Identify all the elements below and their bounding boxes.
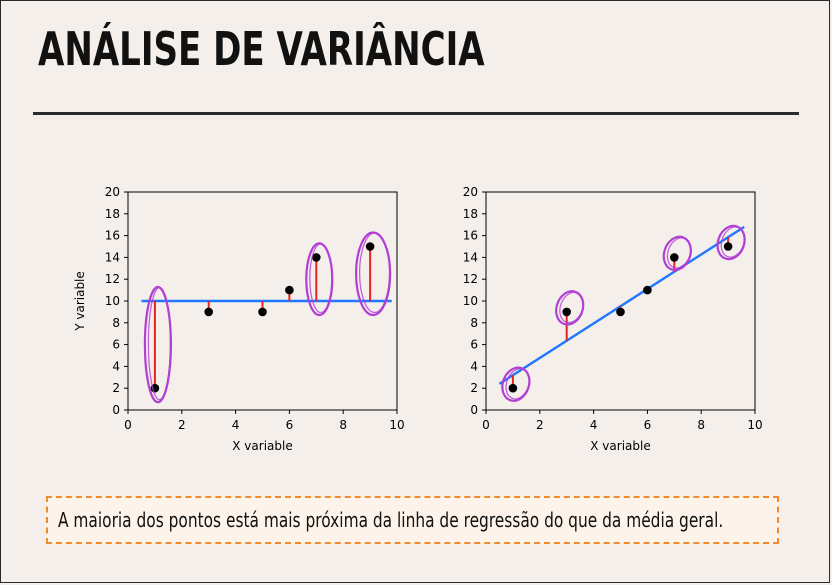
highlight-circle-stroke — [666, 237, 692, 269]
data-point — [616, 307, 625, 317]
slide-title: ANÁLISE DE VARIÂNCIA — [38, 22, 485, 76]
y-tick-label: 20 — [105, 185, 120, 199]
y-tick-label: 0 — [112, 403, 120, 417]
note-text: A maioria dos pontos está mais próxima d… — [58, 508, 724, 532]
highlight-circle-stroke — [358, 232, 391, 314]
title-divider — [33, 112, 799, 115]
y-tick-label: 20 — [463, 185, 478, 199]
x-tick-label: 0 — [482, 418, 490, 432]
y-tick-label: 18 — [463, 207, 478, 221]
y-tick-label: 6 — [112, 338, 120, 352]
x-tick-label: 10 — [389, 418, 404, 432]
x-tick-label: 4 — [232, 418, 240, 432]
y-tick-label: 2 — [112, 381, 120, 395]
x-tick-label: 8 — [339, 418, 347, 432]
y-tick-label: 10 — [105, 294, 120, 308]
regression-line — [498, 225, 745, 385]
y-tick-label: 12 — [105, 272, 120, 286]
data-point — [643, 285, 652, 295]
highlight-circle-stroke — [559, 291, 584, 324]
x-tick-label: 6 — [644, 418, 652, 432]
y-tick-label: 6 — [470, 338, 478, 352]
x-tick-label: 4 — [590, 418, 598, 432]
data-point — [508, 383, 518, 393]
y-tick-label: 14 — [463, 250, 478, 264]
y-axis-label: Y variable — [73, 271, 87, 332]
y-tick-label: 18 — [105, 207, 120, 221]
data-point — [204, 307, 213, 317]
data-point — [723, 242, 733, 251]
y-tick-label: 10 — [463, 294, 478, 308]
y-tick-label: 4 — [470, 359, 478, 373]
chart-regression: 0 2 4 6 8 10 12 14 16 18 20 0 2 4 6 8 10 X variable — [463, 185, 763, 453]
y-tick-label: 16 — [463, 229, 478, 243]
y-tick-label: 8 — [470, 316, 478, 330]
chart-mean: 0 2 4 6 8 10 12 14 16 18 20 0 2 4 6 8 10 X variable Y vari… — [73, 185, 405, 453]
x-tick-label: 2 — [178, 418, 186, 432]
data-point — [258, 307, 267, 317]
highlight-circle-stroke — [505, 368, 530, 400]
y-tick-label: 14 — [105, 250, 120, 264]
y-tick-label: 16 — [105, 229, 120, 243]
highlight-circle-stroke — [309, 243, 333, 314]
data-point — [365, 242, 375, 251]
y-tick-label: 8 — [112, 316, 120, 330]
x-tick-label: 10 — [747, 418, 762, 432]
x-tick-label: 2 — [536, 418, 544, 432]
x-tick-label: 0 — [124, 418, 132, 432]
x-tick-label: 8 — [697, 418, 705, 432]
y-tick-label: 4 — [112, 359, 120, 373]
note-box: A maioria dos pontos está mais próxima d… — [46, 496, 779, 544]
highlight-circle-stroke — [147, 286, 172, 401]
highlight-circle-stroke — [720, 226, 746, 258]
x-axis-label: X variable — [232, 439, 292, 453]
y-tick-label: 2 — [470, 381, 478, 395]
data-point — [312, 253, 321, 262]
data-point — [285, 285, 294, 295]
plot-area — [485, 191, 756, 411]
data-point — [670, 253, 679, 262]
y-tick-label: 0 — [470, 403, 478, 417]
x-tick-label: 6 — [286, 418, 294, 432]
data-point — [562, 307, 571, 317]
y-tick-label: 12 — [463, 272, 478, 286]
x-axis-label: X variable — [590, 439, 650, 453]
